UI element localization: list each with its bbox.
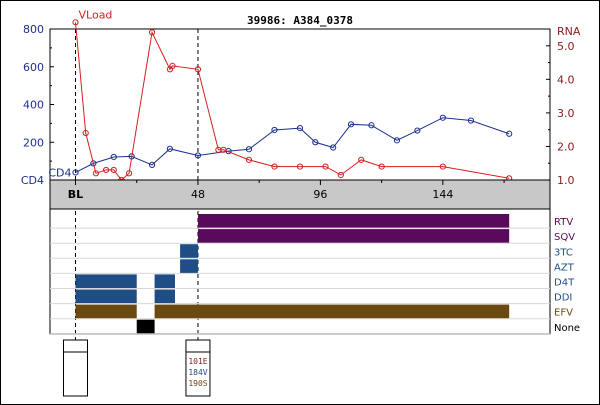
vload-point	[194, 66, 202, 73]
cd4-point	[393, 137, 401, 144]
left-tick-label: CD4	[21, 174, 44, 187]
cd4-point	[330, 144, 337, 151]
cd4-point	[110, 153, 117, 161]
vload-point	[358, 156, 365, 163]
cd4-point	[368, 122, 375, 129]
right-tick-label: 2.0	[557, 140, 575, 153]
right-tick-label: 1.0	[557, 174, 575, 187]
drug-label: AZT	[554, 262, 575, 273]
left-tick-label: 400	[23, 99, 44, 112]
cd4-point	[148, 161, 156, 168]
vload-point	[72, 19, 79, 26]
vload-point	[169, 62, 176, 70]
genotype-header-box	[185, 339, 211, 353]
drug-label: D4T	[554, 278, 575, 289]
left-tick-label: 200	[23, 136, 44, 149]
vload-point	[378, 163, 385, 170]
vload-point	[148, 29, 156, 36]
cd4-point	[296, 124, 304, 132]
drug-bar	[180, 259, 198, 273]
vload-point	[220, 146, 227, 153]
cd4-point	[271, 126, 278, 134]
cd4-point	[194, 152, 202, 159]
vload-point	[322, 163, 329, 170]
genotype-mutation-label: 101E	[188, 357, 207, 366]
drug-bar	[197, 229, 510, 243]
right-tick-label: 5.0	[557, 40, 575, 53]
vload-point	[337, 171, 344, 179]
genotype-mutation-label: 184V	[188, 368, 207, 377]
genotype-mutation-box	[63, 351, 89, 397]
right-axis-label: RNA	[557, 25, 581, 38]
vload-point	[82, 129, 89, 137]
vload-point	[271, 163, 278, 170]
vload-line	[75, 22, 510, 181]
cd4-point	[312, 139, 319, 146]
cd4-series-label: CD4	[48, 166, 71, 179]
drug-bar	[197, 214, 510, 228]
x-tick-label: 144	[432, 188, 453, 201]
x-axis-band: BL 48 96 144	[49, 179, 551, 210]
vload-point	[103, 166, 110, 174]
cd4-point	[245, 146, 253, 153]
drug-bar	[136, 319, 155, 334]
left-tick-label: 800	[23, 23, 44, 36]
genotype-panel: 101E 184V 190S	[63, 339, 211, 397]
cd4-point	[347, 121, 355, 128]
cd4-point	[439, 114, 446, 121]
cd4-point	[506, 130, 513, 137]
cd4-point	[166, 145, 173, 152]
drug-bar	[75, 289, 137, 304]
drug-label: SQV	[554, 232, 575, 243]
genotype-mutation-label: 190S	[188, 379, 207, 388]
cd4-point	[467, 117, 475, 124]
chart-title: 39986: A384_0378	[247, 14, 353, 27]
vload-point	[245, 156, 253, 163]
drug-label: EFV	[554, 308, 573, 319]
x-tick-label: BL	[68, 188, 83, 201]
x-axis-band-rect	[49, 179, 551, 210]
vload-point	[125, 170, 133, 177]
x-tick-label: 96	[313, 188, 327, 201]
x-tick-label: 48	[191, 188, 205, 201]
drug-bar	[154, 304, 510, 319]
genotype-mutation-box	[185, 351, 211, 397]
drug-bar	[180, 244, 198, 258]
plot-frame	[49, 28, 551, 181]
drug-label: 3TC	[554, 247, 573, 258]
drug-regimen-panel: RTV SQV 3TC AZT D4T DDI EFV None	[49, 208, 580, 335]
drug-bar	[154, 274, 175, 288]
cd4-line	[75, 117, 510, 173]
vload-point	[110, 166, 117, 174]
drug-bar	[75, 304, 137, 319]
drug-label: DDI	[554, 293, 572, 304]
drug-label: RTV	[554, 217, 573, 228]
left-tick-label: 600	[23, 61, 44, 74]
right-tick-label: 4.0	[557, 73, 575, 86]
cd4-point	[414, 127, 421, 134]
vload-point	[296, 163, 304, 170]
right-tick-label: 3.0	[557, 107, 575, 120]
vload-series-label: VLoad	[79, 8, 113, 21]
cd4-point	[72, 169, 79, 176]
drug-bar	[75, 274, 137, 288]
vload-point	[92, 170, 100, 177]
drug-label: None	[554, 323, 580, 334]
vload-point	[439, 163, 446, 170]
drug-bar	[154, 289, 175, 304]
genotype-header-box	[63, 339, 89, 353]
cd4-point	[90, 160, 97, 167]
